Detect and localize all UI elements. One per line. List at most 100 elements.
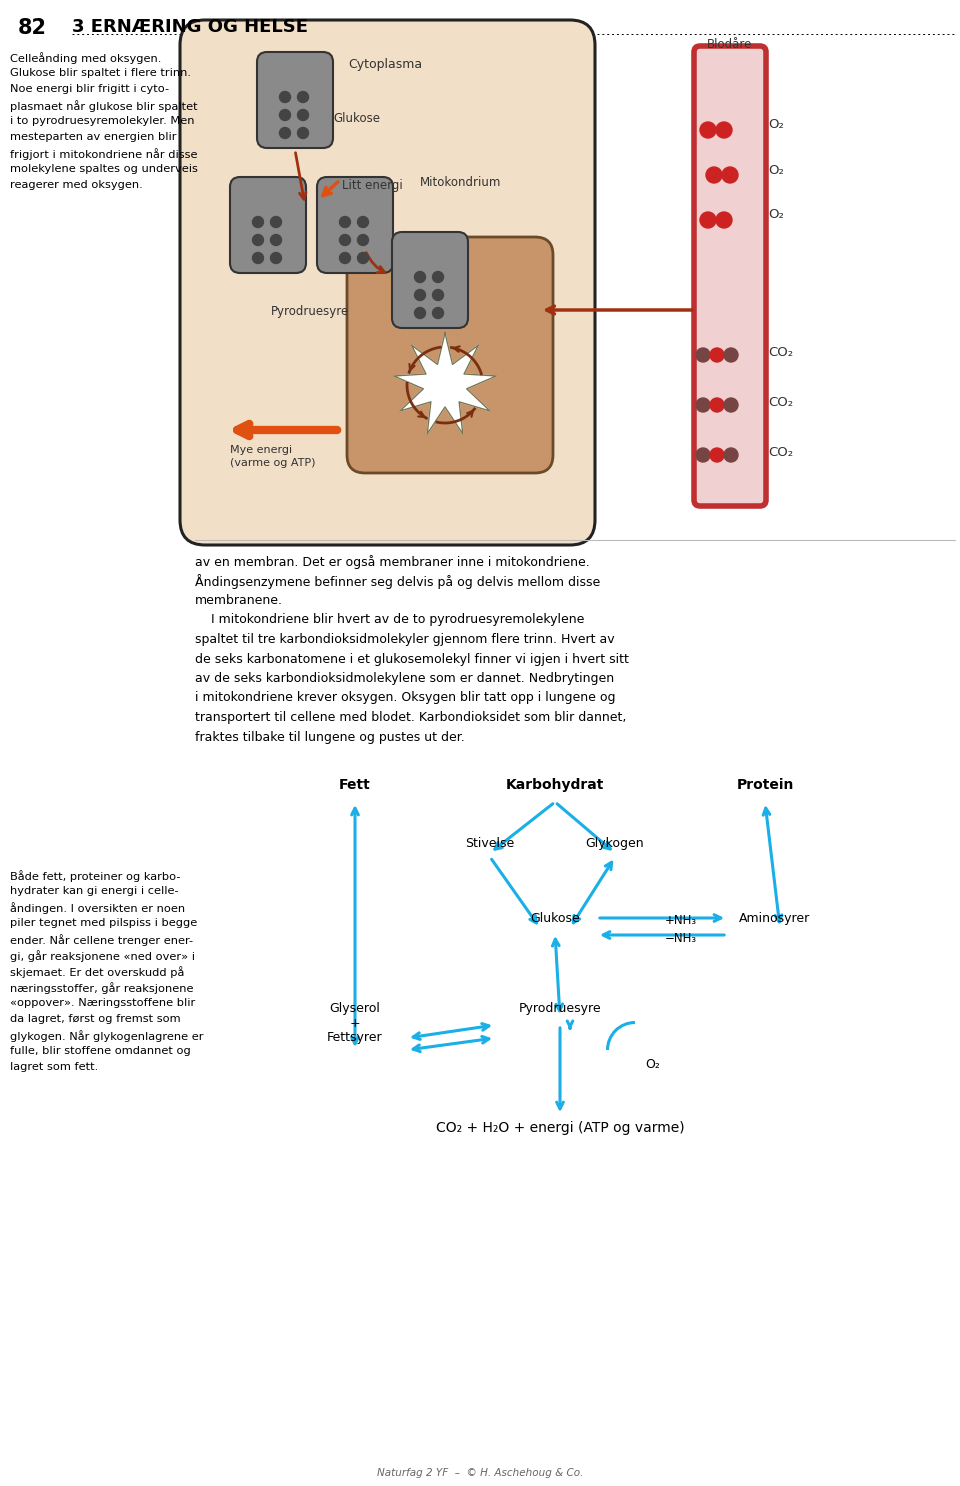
FancyBboxPatch shape: [180, 19, 595, 545]
Text: CO₂: CO₂: [768, 346, 793, 358]
Text: de seks karbonatomene i et glukosemolekyl finner vi igjen i hvert sitt: de seks karbonatomene i et glukosemoleky…: [195, 652, 629, 666]
Text: i mitokondriene krever oksygen. Oksygen blir tatt opp i lungene og: i mitokondriene krever oksygen. Oksygen …: [195, 691, 615, 704]
Text: åndingen. I oversikten er noen: åndingen. I oversikten er noen: [10, 902, 185, 914]
Text: spaltet til tre karbondioksidmolekyler gjennom flere trinn. Hvert av: spaltet til tre karbondioksidmolekyler g…: [195, 633, 614, 646]
Circle shape: [357, 253, 369, 263]
Text: Fettsyrer: Fettsyrer: [327, 1031, 383, 1045]
Text: transportert til cellene med blodet. Karbondioksidet som blir dannet,: transportert til cellene med blodet. Kar…: [195, 710, 626, 724]
Text: +: +: [349, 1016, 360, 1030]
Circle shape: [252, 217, 263, 227]
Text: da lagret, først og fremst som: da lagret, først og fremst som: [10, 1013, 180, 1024]
FancyBboxPatch shape: [317, 177, 393, 273]
Circle shape: [340, 235, 350, 245]
Text: ender. Når cellene trenger ener-: ender. Når cellene trenger ener-: [10, 935, 193, 947]
Circle shape: [724, 348, 738, 363]
Polygon shape: [394, 333, 496, 434]
FancyBboxPatch shape: [347, 236, 553, 473]
Text: av de seks karbondioksidmolekylene som er dannet. Nedbrytingen: av de seks karbondioksidmolekylene som e…: [195, 672, 614, 685]
Circle shape: [271, 235, 281, 245]
Text: Åndingsenzymene befinner seg delvis på og delvis mellom disse: Åndingsenzymene befinner seg delvis på o…: [195, 575, 600, 590]
Text: reagerer med oksygen.: reagerer med oksygen.: [10, 180, 143, 190]
Text: Både fett, proteiner og karbo-: Både fett, proteiner og karbo-: [10, 869, 180, 881]
Circle shape: [433, 272, 444, 282]
Circle shape: [252, 235, 263, 245]
Text: (varme og ATP): (varme og ATP): [230, 458, 316, 468]
Circle shape: [298, 92, 308, 103]
Text: 3 ERNÆRING OG HELSE: 3 ERNÆRING OG HELSE: [72, 18, 308, 36]
Circle shape: [357, 217, 369, 227]
Text: frigjort i mitokondriene når disse: frigjort i mitokondriene når disse: [10, 149, 198, 160]
Circle shape: [279, 92, 291, 103]
Text: −NH₃: −NH₃: [665, 932, 697, 945]
Text: 82: 82: [18, 18, 47, 39]
Text: fulle, blir stoffene omdannet og: fulle, blir stoffene omdannet og: [10, 1046, 191, 1057]
Circle shape: [700, 122, 716, 138]
Circle shape: [710, 348, 724, 363]
Circle shape: [340, 253, 350, 263]
Text: Mitokondrium: Mitokondrium: [420, 175, 501, 189]
Text: Karbohydrat: Karbohydrat: [506, 779, 604, 792]
Circle shape: [696, 398, 710, 412]
Text: Mye energi: Mye energi: [230, 444, 292, 455]
Circle shape: [716, 212, 732, 227]
Text: +NH₃: +NH₃: [665, 914, 697, 926]
Circle shape: [271, 253, 281, 263]
Circle shape: [340, 217, 350, 227]
Text: plasmaet når glukose blir spaltet: plasmaet når glukose blir spaltet: [10, 100, 198, 111]
FancyBboxPatch shape: [392, 232, 468, 328]
Circle shape: [696, 447, 710, 462]
Text: Cytoplasma: Cytoplasma: [348, 58, 422, 71]
Circle shape: [710, 398, 724, 412]
Text: Pyrodruesyre: Pyrodruesyre: [518, 1002, 601, 1015]
Text: piler tegnet med pilspiss i begge: piler tegnet med pilspiss i begge: [10, 918, 197, 927]
Text: O₂: O₂: [768, 208, 784, 221]
Circle shape: [716, 122, 732, 138]
Circle shape: [298, 128, 308, 138]
Text: i to pyrodruesyremolekyler. Men: i to pyrodruesyremolekyler. Men: [10, 116, 195, 126]
Text: Celleånding med oksygen.: Celleånding med oksygen.: [10, 52, 161, 64]
Text: Pyrodruesyre: Pyrodruesyre: [271, 305, 349, 318]
Text: Blodåre: Blodåre: [708, 39, 753, 51]
Text: Litt energi: Litt energi: [342, 178, 403, 192]
Text: O₂: O₂: [645, 1058, 660, 1071]
Text: molekylene spaltes og underveis: molekylene spaltes og underveis: [10, 163, 198, 174]
Circle shape: [415, 308, 425, 318]
Circle shape: [279, 110, 291, 120]
Circle shape: [433, 308, 444, 318]
Text: hydrater kan gi energi i celle-: hydrater kan gi energi i celle-: [10, 886, 179, 896]
Circle shape: [271, 217, 281, 227]
Text: I mitokondriene blir hvert av de to pyrodruesyremolekylene: I mitokondriene blir hvert av de to pyro…: [195, 614, 585, 627]
Text: CO₂: CO₂: [768, 446, 793, 459]
Text: Stivelse: Stivelse: [466, 837, 515, 850]
Text: membranene.: membranene.: [195, 594, 283, 606]
Circle shape: [415, 290, 425, 300]
Text: «oppover». Næringsstoffene blir: «oppover». Næringsstoffene blir: [10, 999, 195, 1008]
Text: Naturfag 2 YF  –  © H. Aschehoug & Co.: Naturfag 2 YF – © H. Aschehoug & Co.: [377, 1468, 583, 1479]
Circle shape: [700, 212, 716, 227]
Circle shape: [279, 128, 291, 138]
Text: CO₂ + H₂O + energi (ATP og varme): CO₂ + H₂O + energi (ATP og varme): [436, 1120, 684, 1135]
Text: O₂: O₂: [768, 119, 784, 131]
Text: Glyserol: Glyserol: [329, 1002, 380, 1015]
Text: Glukose blir spaltet i flere trinn.: Glukose blir spaltet i flere trinn.: [10, 68, 191, 77]
Circle shape: [415, 272, 425, 282]
FancyBboxPatch shape: [694, 46, 766, 507]
FancyBboxPatch shape: [257, 52, 333, 149]
Text: Aminosyrer: Aminosyrer: [739, 912, 810, 924]
Circle shape: [696, 348, 710, 363]
Text: mesteparten av energien blir: mesteparten av energien blir: [10, 132, 177, 143]
Text: Glukose: Glukose: [333, 113, 380, 125]
Text: lagret som fett.: lagret som fett.: [10, 1062, 98, 1071]
FancyBboxPatch shape: [230, 177, 306, 273]
Text: O₂: O₂: [768, 163, 784, 177]
Circle shape: [252, 253, 263, 263]
Text: Glykogen: Glykogen: [586, 837, 644, 850]
Text: Protein: Protein: [736, 779, 794, 792]
Text: skjemaet. Er det overskudd på: skjemaet. Er det overskudd på: [10, 966, 184, 978]
Text: Fett: Fett: [339, 779, 371, 792]
Text: av en membran. Det er også membraner inne i mitokondriene.: av en membran. Det er også membraner inn…: [195, 554, 589, 569]
Circle shape: [706, 166, 722, 183]
Circle shape: [433, 290, 444, 300]
Text: fraktes tilbake til lungene og pustes ut der.: fraktes tilbake til lungene og pustes ut…: [195, 731, 465, 743]
Text: Glukose: Glukose: [530, 912, 580, 924]
